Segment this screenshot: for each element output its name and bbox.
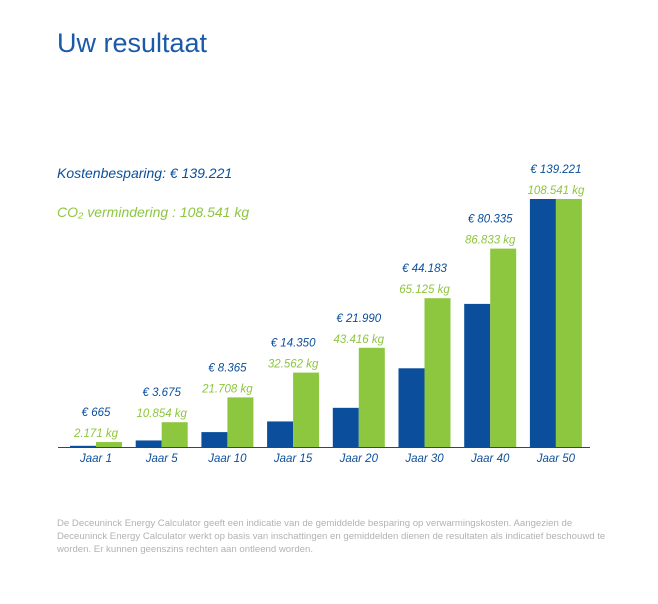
co2-value-label: 32.562 kg [268, 359, 319, 371]
cost-value-label: € 14.350 [271, 338, 316, 350]
cost-bar [267, 421, 294, 447]
cost-bar [135, 440, 162, 447]
x-tick-label: Jaar 10 [207, 453, 247, 465]
x-tick-label: Jaar 30 [404, 453, 444, 465]
x-tick-label: Jaar 15 [273, 453, 313, 465]
co2-value-label: 108.541 kg [527, 185, 585, 197]
cost-bar [332, 407, 359, 447]
cost-value-label: € 44.183 [402, 263, 447, 275]
cost-value-label: € 3.675 [143, 387, 182, 399]
x-tick-label: Jaar 5 [145, 453, 179, 465]
cost-bar [529, 199, 556, 447]
x-tick-label: Jaar 50 [536, 453, 576, 465]
cost-value-label: € 8.365 [208, 362, 247, 374]
co2-bar [358, 347, 385, 447]
cost-bar [464, 303, 491, 447]
page-title: Uw resultaat [57, 28, 208, 58]
cost-value-label: € 139.221 [530, 164, 581, 176]
cost-value-label: € 80.335 [468, 214, 513, 226]
cost-bar [70, 445, 96, 447]
co2-value-label: 2.171 kg [73, 428, 119, 440]
co2-bar [424, 298, 451, 447]
disclaimer-text: De Deceuninck Energy Calculator geeft ee… [57, 518, 606, 555]
co2-value-label: 21.708 kg [201, 383, 253, 395]
x-tick-label: Jaar 1 [79, 453, 112, 465]
cost-value-label: € 21.990 [336, 313, 381, 325]
cost-savings-summary: Kostenbesparing: € 139.221 [57, 165, 233, 181]
co2-reduction-summary: CO₂ vermindering : 108.541 kg [57, 204, 250, 220]
cost-bar [398, 368, 425, 447]
cost-bar [201, 432, 228, 447]
cost-value-label: € 665 [82, 407, 111, 419]
co2-value-label: 86.833 kg [465, 235, 516, 247]
co2-value-label: 43.416 kg [334, 334, 385, 346]
x-tick-label: Jaar 40 [470, 453, 510, 465]
co2-bar [96, 442, 122, 447]
co2-value-label: 65.125 kg [399, 284, 450, 296]
co2-bar [293, 372, 320, 447]
co2-bar [555, 199, 582, 447]
co2-value-label: 10.854 kg [136, 408, 187, 420]
co2-bar [227, 397, 254, 447]
co2-bar [490, 248, 517, 447]
x-tick-label: Jaar 20 [339, 453, 379, 465]
co2-bar [161, 422, 188, 447]
